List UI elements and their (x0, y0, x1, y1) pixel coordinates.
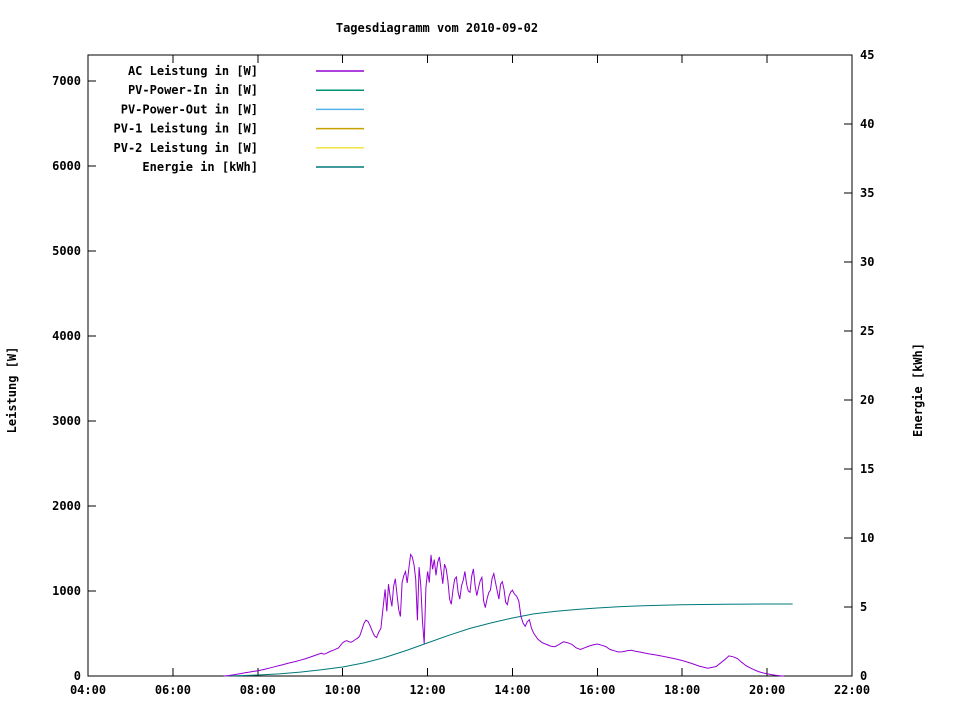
y-right-tick-label: 35 (860, 186, 874, 200)
legend-label: PV-Power-Out in [W] (121, 102, 258, 116)
y-left-tick-label: 5000 (52, 244, 81, 258)
plot-border (87, 54, 853, 677)
chart-title: Tagesdiagramm vom 2010-09-02 (336, 21, 538, 35)
y-right-tick-label: 45 (860, 48, 874, 62)
x-tick-label: 22:00 (834, 683, 870, 697)
x-tick-label: 20:00 (749, 683, 785, 697)
series-line-energie-in-kwh (223, 603, 793, 677)
y-left-tick-label: 1000 (52, 584, 81, 598)
x-tick-label: 14:00 (494, 683, 530, 697)
x-tick-label: 18:00 (664, 683, 700, 697)
legend-label: AC Leistung in [W] (128, 64, 258, 78)
x-tick-label: 12:00 (409, 683, 445, 697)
y-left-tick-label: 2000 (52, 499, 81, 513)
x-tick-label: 10:00 (325, 683, 361, 697)
plot-generated-content: 04:00 06:00 08:00 10:00 12:00 14:00 16:00 18:00… (52, 48, 874, 697)
y-right-tick-label: 15 (860, 462, 874, 476)
y-right-tick-label: 20 (860, 393, 874, 407)
y-right-tick-label: 5 (860, 600, 867, 614)
y-right-tick-label: 0 (860, 669, 867, 683)
x-tick-label: 06:00 (155, 683, 191, 697)
y-right-tick-label: 25 (860, 324, 874, 338)
legend-label: PV-1 Leistung in [W] (114, 122, 259, 136)
y-right-tick-label: 30 (860, 255, 874, 269)
y-right-tick-label: 40 (860, 117, 874, 131)
series-line-ac-leistung-in-w (223, 553, 785, 677)
y-axis-label-left: Leistung [W] (5, 347, 19, 434)
x-tick-label: 04:00 (70, 683, 106, 697)
y-left-tick-label: 0 (74, 669, 81, 683)
y-left-tick-label: 7000 (52, 74, 81, 88)
legend-label: PV-Power-In in [W] (128, 83, 258, 97)
x-tick-label: 16:00 (579, 683, 615, 697)
x-tick-label: 08:00 (240, 683, 276, 697)
y-axis-label-right: Energie [kWh] (911, 343, 925, 437)
y-right-tick-label: 10 (860, 531, 874, 545)
y-left-tick-label: 4000 (52, 329, 81, 343)
y-left-tick-label: 3000 (52, 414, 81, 428)
y-left-tick-label: 6000 (52, 159, 81, 173)
legend-label: PV-2 Leistung in [W] (114, 141, 259, 155)
legend-label: Energie in [kWh] (142, 160, 258, 174)
